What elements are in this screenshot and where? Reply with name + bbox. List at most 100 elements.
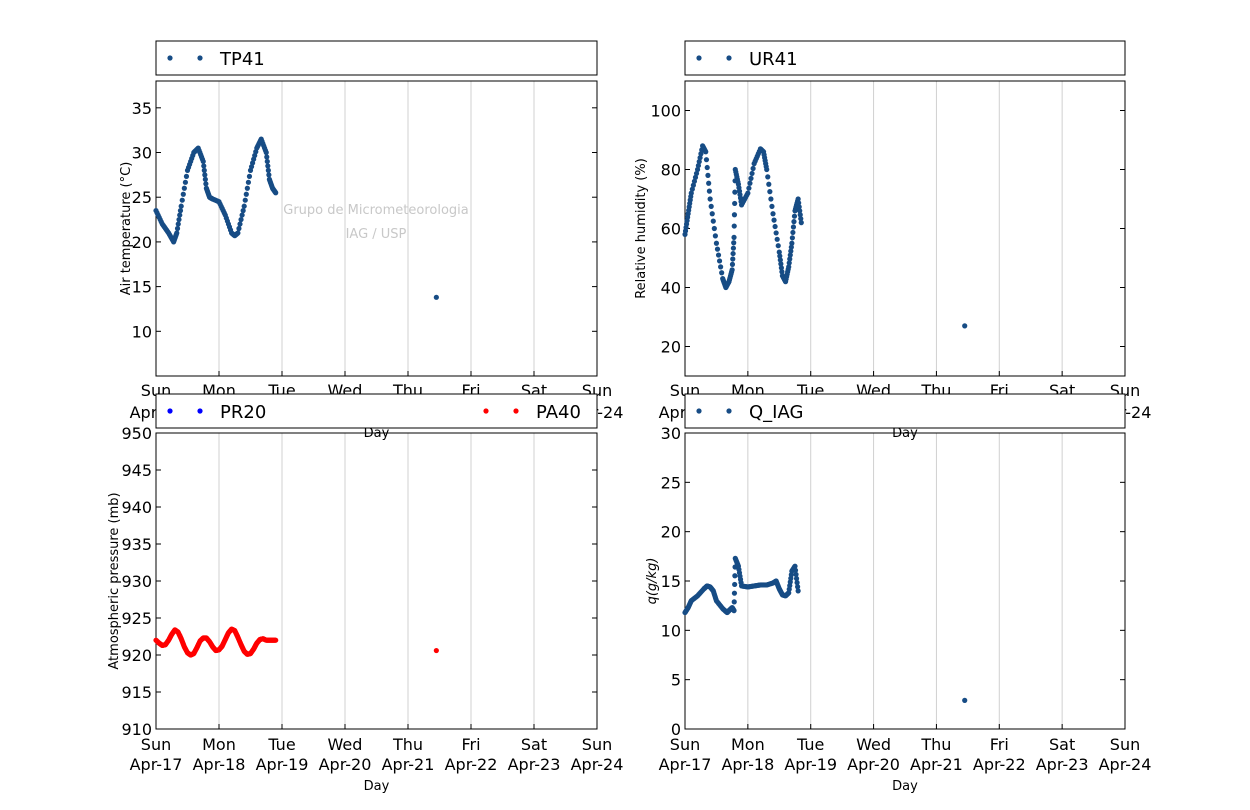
data-point [797, 212, 803, 218]
legend-box [684, 40, 1126, 76]
y-tick-label: 5 [671, 671, 681, 690]
series-PA40 [153, 626, 439, 658]
data-point [235, 230, 241, 236]
y-tick-label: 20 [661, 338, 681, 357]
data-point [706, 180, 712, 186]
y-axis: 910 915 920 925 930 935 940 945 950 [121, 424, 597, 739]
data-point [774, 236, 780, 242]
data-point [182, 179, 188, 185]
data-point [790, 224, 797, 230]
legend-label: UR41 [749, 49, 798, 70]
y-tick-label: 950 [121, 424, 152, 443]
data-point [245, 179, 251, 185]
y-tick-label: 15 [661, 572, 681, 591]
data-point [765, 174, 771, 180]
data-point [731, 599, 737, 605]
data-point [797, 208, 803, 214]
legend-marker [513, 408, 519, 414]
x-axis-label: Day [892, 779, 918, 794]
data-point [732, 573, 738, 579]
y-tick-label: 945 [121, 461, 152, 480]
data-point [731, 234, 737, 240]
data-point [778, 261, 784, 267]
data-point [237, 221, 243, 227]
data-point [777, 253, 783, 259]
data-point [795, 584, 801, 590]
data-point [246, 173, 253, 179]
data-point [242, 197, 248, 203]
x-tick-label-day: Sun [141, 735, 171, 754]
x-tick-label-date: Apr-20 [319, 755, 372, 774]
x-tick-label-date: Apr-19 [256, 755, 309, 774]
data-point [264, 154, 270, 160]
x-axis: SunApr-17MonApr-18TueApr-19WedApr-20ThuA… [130, 724, 624, 774]
x-tick-label-date: Apr-21 [910, 755, 963, 774]
legend-label: PR20 [220, 402, 266, 423]
data-point [794, 580, 800, 586]
data-point [787, 256, 793, 262]
x-tick-label-day: Mon [202, 735, 236, 754]
data-point [732, 200, 738, 207]
data-point [788, 248, 794, 254]
chart-panel-pressure: 910915920925930935940945950SunApr-17MonA… [107, 393, 624, 794]
data-point [786, 260, 792, 266]
x-tick-label-date: Apr-20 [847, 755, 900, 774]
x-tick-label-day: Mon [731, 735, 765, 754]
x-tick-label-date: Apr-18 [721, 755, 774, 774]
y-tick-label: 80 [661, 161, 681, 180]
legend-marker [726, 55, 732, 61]
y-tick-label: 60 [661, 220, 681, 239]
y-tick-label: 25 [661, 473, 681, 492]
data-point [264, 158, 270, 165]
data-point [243, 191, 249, 197]
x-tick-label-day: Sun [582, 735, 612, 754]
data-point [240, 208, 246, 214]
series-Q_IAG [682, 555, 968, 703]
legend-marker [167, 408, 173, 414]
data-point [771, 217, 777, 223]
data-point [266, 172, 272, 178]
plot-frame [684, 80, 1126, 377]
data-point [433, 294, 439, 300]
y-tick-label: 30 [661, 424, 681, 443]
data-point [718, 264, 724, 270]
data-point [716, 258, 723, 264]
data-point [709, 211, 715, 217]
data-point [793, 571, 799, 578]
x-tick-label-day: Sat [1049, 735, 1075, 754]
data-point [265, 167, 271, 173]
watermark: Grupo de Micrometeorologia IAG / USP [283, 203, 469, 242]
data-point [749, 170, 755, 177]
data-point [791, 219, 797, 225]
x-axis-label: Day [364, 779, 390, 794]
legend-marker [483, 408, 489, 414]
data-point [181, 185, 187, 191]
data-point [769, 203, 775, 209]
data-point [789, 235, 795, 241]
data-point [239, 212, 245, 218]
plot-frame [684, 432, 1126, 730]
data-point [707, 196, 713, 202]
data-point [792, 567, 799, 573]
data-point [715, 252, 722, 258]
data-point [792, 563, 798, 569]
data-point [731, 608, 737, 614]
data-point [177, 208, 184, 214]
legend-marker [167, 55, 173, 61]
x-tick-label-day: Sun [1110, 735, 1140, 754]
y-tick-label: 910 [121, 720, 152, 739]
data-point [795, 588, 801, 594]
x-tick-label-day: Tue [796, 735, 824, 754]
x-tick-label-date: Apr-24 [571, 755, 624, 774]
data-point [202, 176, 208, 182]
data-point [174, 230, 180, 236]
data-point [710, 218, 716, 224]
y-axis: 20 40 60 80 100 [650, 102, 1125, 357]
series-UR41 [682, 143, 968, 329]
data-point [731, 240, 737, 246]
data-point [273, 190, 279, 196]
data-point [703, 157, 710, 163]
x-tick-label-date: Apr-23 [508, 755, 561, 774]
data-point [200, 158, 206, 165]
